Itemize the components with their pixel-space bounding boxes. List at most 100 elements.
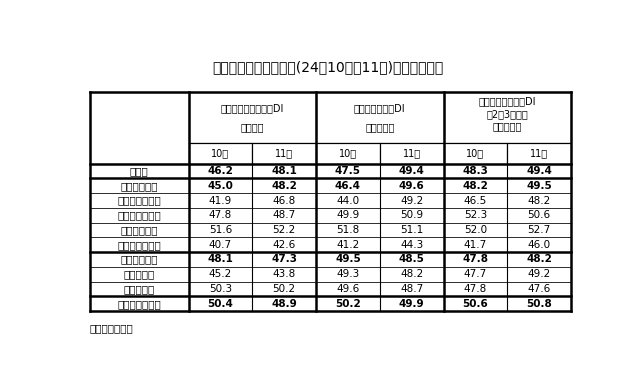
- Bar: [316, 208, 380, 222]
- Text: 企業動向関連: 企業動向関連: [120, 254, 158, 265]
- Bar: [252, 193, 316, 208]
- Text: 11月: 11月: [403, 149, 420, 158]
- Bar: [380, 193, 444, 208]
- Text: 家計動向関連: 家計動向関連: [120, 181, 158, 191]
- Bar: [508, 179, 571, 193]
- Bar: [252, 237, 316, 252]
- Text: （水準）: （水準）: [241, 122, 264, 132]
- Text: 46.2: 46.2: [207, 166, 234, 176]
- Bar: [189, 267, 252, 282]
- Bar: [189, 208, 252, 222]
- Text: 50.6: 50.6: [527, 210, 551, 220]
- Text: 52.0: 52.0: [464, 225, 487, 235]
- Bar: [444, 143, 508, 164]
- Bar: [508, 296, 571, 311]
- Bar: [90, 179, 189, 193]
- Bar: [189, 179, 252, 193]
- Text: 非　製造業: 非 製造業: [124, 284, 155, 294]
- Bar: [316, 222, 380, 237]
- Bar: [252, 164, 316, 179]
- Bar: [252, 267, 316, 282]
- Bar: [508, 237, 571, 252]
- Bar: [316, 282, 380, 296]
- Bar: [252, 252, 316, 267]
- Text: 49.9: 49.9: [399, 299, 424, 309]
- Text: 10月: 10月: [211, 149, 230, 158]
- Bar: [380, 143, 444, 164]
- Bar: [189, 237, 252, 252]
- Text: 49.9: 49.9: [336, 210, 360, 220]
- Bar: [252, 222, 316, 237]
- Bar: [316, 296, 380, 311]
- Text: 41.2: 41.2: [336, 240, 360, 250]
- Bar: [252, 296, 316, 311]
- Text: 51.1: 51.1: [400, 225, 423, 235]
- Bar: [189, 222, 252, 237]
- Text: 46.8: 46.8: [273, 196, 296, 205]
- Bar: [380, 267, 444, 282]
- Text: 景気の現状判断DI: 景気の現状判断DI: [354, 103, 406, 113]
- Text: 43.8: 43.8: [273, 269, 296, 279]
- Bar: [380, 252, 444, 267]
- Bar: [316, 252, 380, 267]
- Bar: [380, 282, 444, 296]
- Text: 50.9: 50.9: [400, 210, 423, 220]
- Text: 景気の現状水準判断DI: 景気の現状水準判断DI: [221, 103, 284, 113]
- Bar: [90, 282, 189, 296]
- Text: 49.6: 49.6: [336, 284, 360, 294]
- Text: 51.6: 51.6: [209, 225, 232, 235]
- Bar: [189, 143, 252, 164]
- Text: 合　計: 合 計: [130, 166, 148, 176]
- Bar: [508, 222, 571, 237]
- Bar: [316, 267, 380, 282]
- Bar: [90, 267, 189, 282]
- Text: 10月: 10月: [467, 149, 484, 158]
- Text: 50.2: 50.2: [335, 299, 361, 309]
- Text: 11月: 11月: [530, 149, 548, 158]
- Text: 49.2: 49.2: [400, 196, 423, 205]
- Text: 52.2: 52.2: [273, 225, 296, 235]
- Text: 41.9: 41.9: [209, 196, 232, 205]
- Text: 雇　用　関　連: 雇 用 関 連: [117, 299, 161, 309]
- Text: 46.0: 46.0: [527, 240, 551, 250]
- Text: 49.2: 49.2: [527, 269, 551, 279]
- Text: 47.8: 47.8: [464, 284, 487, 294]
- Text: （2～3月先）: （2～3月先）: [486, 109, 528, 119]
- Text: 52.3: 52.3: [464, 210, 487, 220]
- Text: 49.3: 49.3: [336, 269, 360, 279]
- Bar: [444, 252, 508, 267]
- Bar: [316, 164, 380, 179]
- Text: 47.8: 47.8: [209, 210, 232, 220]
- Text: 48.2: 48.2: [271, 181, 297, 191]
- Bar: [444, 267, 508, 282]
- Text: 50.8: 50.8: [526, 299, 552, 309]
- Bar: [189, 252, 252, 267]
- Bar: [189, 193, 252, 208]
- Text: 47.7: 47.7: [464, 269, 487, 279]
- Text: 49.5: 49.5: [526, 181, 552, 191]
- Bar: [316, 193, 380, 208]
- Text: 48.7: 48.7: [273, 210, 296, 220]
- Text: 48.7: 48.7: [400, 284, 423, 294]
- Text: 景気ウォッチャー調査(24年10月・11月)・季節調整値: 景気ウォッチャー調査(24年10月・11月)・季節調整値: [212, 60, 444, 74]
- Bar: [444, 296, 508, 311]
- Bar: [189, 296, 252, 311]
- Text: 49.4: 49.4: [526, 166, 552, 176]
- Bar: [90, 164, 189, 179]
- Text: 48.2: 48.2: [463, 181, 488, 191]
- Text: 52.7: 52.7: [527, 225, 551, 235]
- Bar: [444, 222, 508, 237]
- Bar: [252, 208, 316, 222]
- Text: 48.3: 48.3: [463, 166, 488, 176]
- Bar: [90, 237, 189, 252]
- Text: 48.1: 48.1: [207, 254, 234, 265]
- Text: 50.6: 50.6: [463, 299, 488, 309]
- Bar: [252, 143, 316, 164]
- Text: 10月: 10月: [339, 149, 357, 158]
- Text: 住　宅　関　連: 住 宅 関 連: [117, 240, 161, 250]
- Bar: [508, 282, 571, 296]
- Bar: [508, 267, 571, 282]
- Text: （出所）内閣府: （出所）内閣府: [90, 323, 134, 333]
- Text: 44.3: 44.3: [400, 240, 423, 250]
- Text: 50.4: 50.4: [207, 299, 234, 309]
